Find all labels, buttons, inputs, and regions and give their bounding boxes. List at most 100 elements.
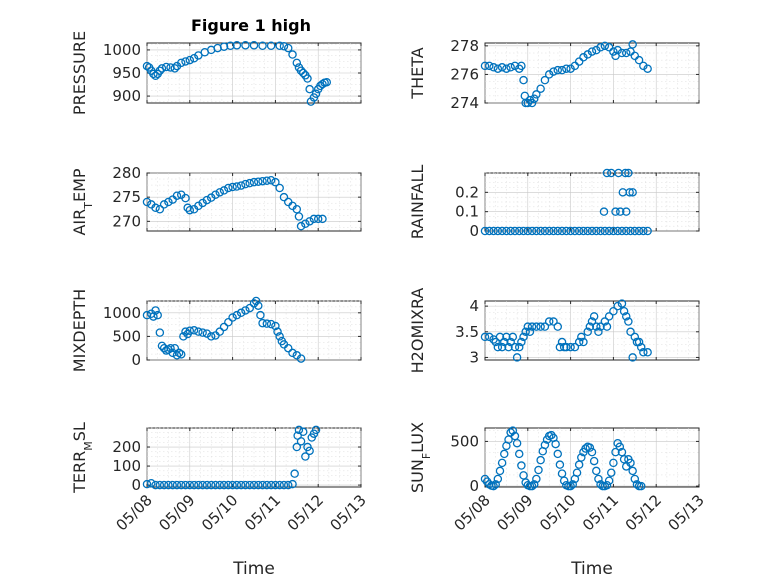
panel-3-point	[570, 226, 580, 236]
panel-5-point	[536, 322, 545, 331]
panel-6-point	[181, 480, 190, 490]
panel-0-point	[292, 58, 302, 68]
panel-4-point	[157, 341, 167, 351]
panel-2-point	[185, 205, 195, 215]
panel-3-point	[626, 226, 635, 236]
panel-0: 900 950 1000 PRESSURE	[70, 31, 362, 115]
panel-6-point	[290, 469, 299, 478]
panel-2-point	[294, 212, 304, 221]
panel-7-xtick-label: 05/12	[622, 491, 665, 534]
panel-1-point	[600, 41, 610, 51]
panel-0-point	[151, 71, 160, 81]
panel-0-point	[157, 64, 167, 73]
panel-6-ytick-label: 200	[112, 438, 141, 456]
panel-5-point	[609, 307, 618, 316]
panel-0-ytick-label: 950	[112, 64, 141, 82]
panel-2-point	[313, 214, 323, 224]
panel-7-point	[497, 458, 507, 468]
panel-5-point	[577, 332, 586, 342]
panel-4-point	[258, 318, 267, 328]
panel-7-point	[517, 461, 526, 470]
panel-7-point	[585, 443, 595, 452]
panel-5-point	[579, 337, 588, 347]
panel-4-point	[202, 329, 212, 338]
panel-3-point	[621, 226, 631, 236]
panel-5-point	[510, 342, 520, 352]
panel-5-point	[549, 317, 558, 326]
panel-1-point	[574, 57, 584, 66]
panel-4-point	[288, 348, 297, 358]
panel-1-point	[489, 63, 498, 72]
panel-7-point	[568, 480, 577, 489]
panel-2-point	[219, 186, 229, 195]
panel-6-point	[176, 480, 186, 490]
panel-5-point	[630, 332, 640, 342]
panel-2-point	[159, 200, 169, 209]
panel-0-point	[241, 41, 250, 50]
panel-2: 270 275 280 AIRTEMP	[70, 164, 362, 236]
panel-1-point	[536, 84, 545, 93]
panel-6-point	[245, 480, 254, 490]
panel-4-point	[271, 321, 280, 331]
panel-2-point	[206, 193, 216, 202]
panel-7-point	[527, 481, 537, 491]
panel-4-point	[155, 328, 165, 337]
panel-3-point	[549, 226, 558, 236]
panel-3-point	[557, 226, 567, 236]
panel-6-point	[202, 480, 212, 490]
panel-3-point	[553, 226, 563, 236]
panel-7: 0 500 05/08 05/09 05/10 05/11 05/12 05/13 Time SU…	[408, 422, 708, 579]
panel-6-point	[254, 480, 263, 490]
panel-1-point	[549, 67, 558, 76]
panel-5-point	[562, 342, 571, 352]
panel-0-point	[149, 69, 158, 79]
panel-4-point	[241, 306, 250, 315]
panel-7-ytick-label: 0	[469, 477, 479, 495]
panel-5-point	[519, 332, 528, 342]
panel-1-point	[634, 55, 644, 65]
panel-7-point	[609, 458, 618, 468]
panel-2-ytick-label: 275	[112, 188, 141, 206]
panel-1-ylabel: THETA	[408, 47, 427, 99]
panel-5-point	[480, 332, 490, 342]
panel-3-point	[625, 188, 634, 197]
panel-3-point	[604, 226, 614, 236]
panel-1-point	[609, 47, 618, 56]
panel-1-point	[553, 65, 563, 75]
panel-1-point	[566, 64, 575, 73]
panel-4-point	[172, 351, 182, 360]
panel-6-point	[228, 480, 237, 490]
panel-6-point	[155, 480, 165, 490]
panel-1-ytick-label: 278	[450, 37, 479, 55]
panel-6-point	[292, 442, 302, 452]
panel-2-point	[224, 183, 233, 193]
panel-5-point	[600, 317, 610, 326]
panel-3-point	[574, 226, 584, 236]
panel-7-xtick-label: 05/13	[665, 491, 708, 534]
panel-5-point	[517, 337, 526, 347]
panel-6-point	[301, 452, 310, 461]
panel-7-point	[547, 430, 556, 440]
panel-6-point	[241, 480, 250, 490]
panel-7-xtick-label: 05/08	[451, 491, 494, 534]
panel-7-point	[491, 480, 500, 489]
panel-0-point	[283, 43, 293, 53]
panel-2-point	[249, 177, 259, 187]
panel-6-point	[206, 480, 216, 490]
panel-3-point	[617, 226, 627, 236]
panel-6-point	[296, 437, 306, 446]
panel-7-point	[587, 447, 597, 457]
panel-7-point	[572, 468, 582, 477]
panel-3-point	[489, 226, 498, 236]
panel-1-point	[628, 40, 637, 49]
panel-5-point	[493, 342, 503, 352]
panel-4-point	[168, 348, 177, 358]
panel-1-point	[583, 50, 592, 59]
panel-4-ytick-label: 1000	[103, 304, 141, 322]
panel-3-point	[506, 226, 515, 236]
panel-3-point	[519, 226, 528, 236]
panel-5-point	[555, 342, 565, 352]
panel-7-point	[615, 442, 625, 452]
panel-3: 00.1 0.2 RAINFALL	[408, 165, 700, 240]
panel-4-point	[262, 319, 272, 328]
